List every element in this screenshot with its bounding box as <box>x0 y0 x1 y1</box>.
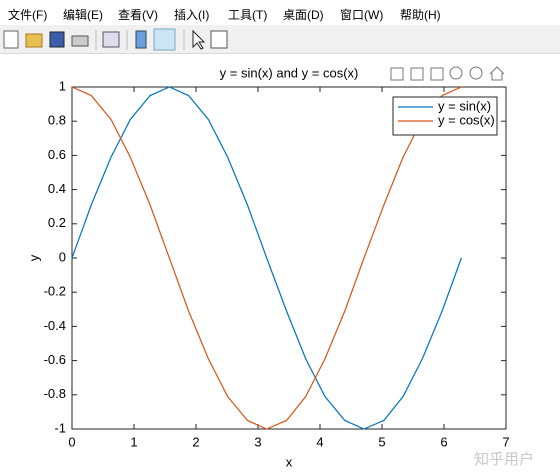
y-tick-label: 0.4 <box>48 181 66 196</box>
new-icon[interactable] <box>3 30 19 49</box>
menu-item[interactable]: 帮助(H) <box>400 8 441 22</box>
legend-icon[interactable] <box>153 28 176 51</box>
save-icon[interactable] <box>49 31 65 48</box>
x-axis-label: x <box>286 454 293 469</box>
y-tick-label: -0.6 <box>44 352 66 367</box>
zoom-out-icon[interactable] <box>469 66 483 80</box>
y-axis-label: y <box>26 254 41 261</box>
zoom-in-icon[interactable] <box>449 66 463 80</box>
y-tick-label: -0.8 <box>44 386 66 401</box>
open-icon[interactable] <box>25 33 43 48</box>
x-tick-label: 6 <box>440 434 447 449</box>
home-icon[interactable] <box>489 66 505 81</box>
toolbar <box>0 26 560 54</box>
menu-item[interactable]: 桌面(D) <box>283 8 324 22</box>
y-tick-label: -0.2 <box>44 284 66 299</box>
series-line <box>71 86 462 430</box>
menu-item[interactable]: 插入(I) <box>174 8 210 22</box>
x-tick-label: 5 <box>378 434 385 449</box>
x-tick-label: 2 <box>192 434 199 449</box>
link-icon[interactable] <box>102 31 120 48</box>
pointer-icon[interactable] <box>192 29 206 50</box>
property-icon[interactable] <box>210 30 228 49</box>
y-tick-label: 1 <box>59 78 66 93</box>
x-tick-label: 3 <box>254 434 261 449</box>
brush-icon[interactable] <box>390 67 404 81</box>
print-icon[interactable] <box>71 35 89 47</box>
menu-item[interactable]: 编辑(E) <box>63 8 103 22</box>
y-tick-label: 0 <box>59 249 66 264</box>
colorbar-icon[interactable] <box>135 30 147 49</box>
series-line <box>71 86 462 430</box>
menu-item[interactable]: 文件(F) <box>8 8 48 22</box>
y-tick-label: -1 <box>54 420 66 435</box>
y-tick-label: 0.2 <box>48 215 66 230</box>
legend-label: y = cos(x) <box>438 112 495 127</box>
menu-item[interactable]: 工具(T) <box>228 8 268 22</box>
menu-bar: 文件(F) 编辑(E) 查看(V) 插入(I) 工具(T) 桌面(D) 窗口(W) 帮助(H) <box>0 0 560 25</box>
menu-item[interactable]: 窗口(W) <box>340 8 384 22</box>
x-tick-label: 0 <box>68 434 75 449</box>
pan-icon[interactable] <box>430 67 444 81</box>
y-tick-label: 0.8 <box>48 113 66 128</box>
y-tick-label: -0.4 <box>44 318 66 333</box>
watermark: 知乎用户 <box>474 451 535 468</box>
legend-label: y = sin(x) <box>438 98 491 113</box>
legend-box <box>392 96 498 136</box>
figure: y = sin(x) and y = cos(x) x y 0 1 2 3 4 5 6 7 -1 -0.… <box>0 54 560 475</box>
datatip-icon[interactable] <box>410 67 424 81</box>
y-tick-label: 0.6 <box>48 147 66 162</box>
menu-item[interactable]: 查看(V) <box>118 8 158 22</box>
chart-title: y = sin(x) and y = cos(x) <box>220 65 359 80</box>
axes-toolbar <box>390 66 505 81</box>
x-tick-label: 4 <box>316 434 323 449</box>
x-tick-label: 1 <box>130 434 137 449</box>
x-tick-label: 7 <box>502 434 509 449</box>
